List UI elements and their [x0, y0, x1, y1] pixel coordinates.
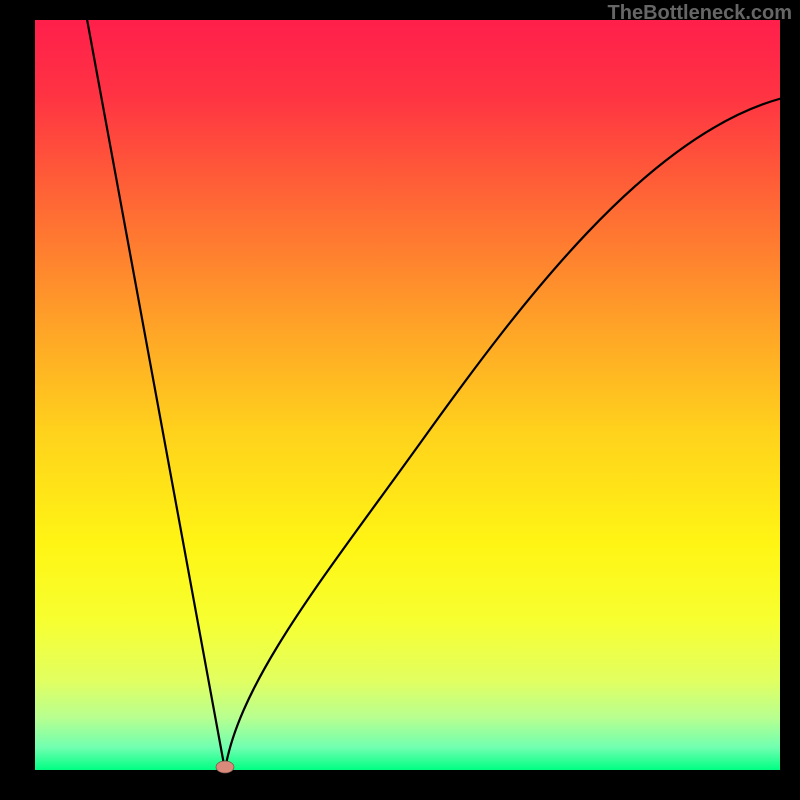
bottleneck-curve-chart — [0, 0, 800, 800]
gradient-background — [35, 20, 780, 770]
optimal-point-marker — [216, 761, 234, 773]
watermark-text: TheBottleneck.com — [608, 2, 792, 25]
